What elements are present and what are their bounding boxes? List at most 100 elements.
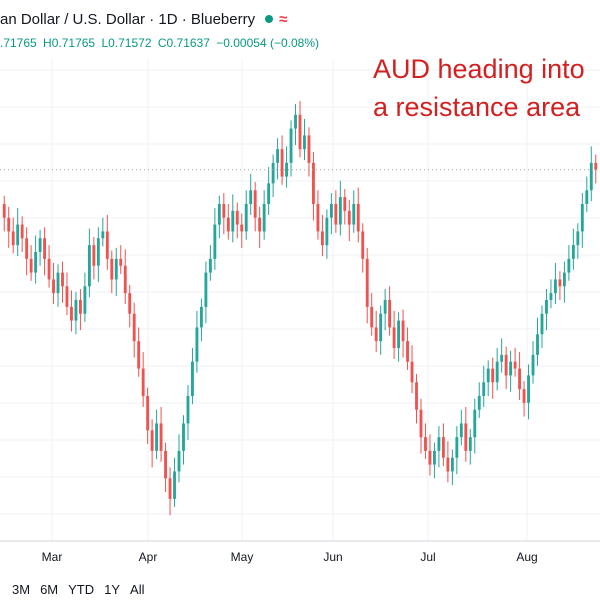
x-tick-label: Apr <box>139 550 158 564</box>
candle-body <box>567 258 571 273</box>
x-tick-label: Jul <box>420 550 435 564</box>
candle-body <box>213 224 217 259</box>
candle-body <box>231 210 235 232</box>
candle-body <box>585 190 589 204</box>
candle-body <box>101 231 105 239</box>
candle-body <box>522 389 526 403</box>
candle-body <box>307 135 311 163</box>
candle-body <box>285 162 288 177</box>
candle-body <box>477 396 481 410</box>
candle-body <box>329 204 333 218</box>
candle-body <box>70 306 73 321</box>
candle-body <box>356 204 360 232</box>
candle-body <box>325 217 329 246</box>
candle-body <box>509 361 513 376</box>
candle-body <box>141 368 145 396</box>
candle-body <box>123 265 127 294</box>
candle-body <box>536 334 539 355</box>
symbol-title[interactable]: an Dollar / U.S. Dollar · 1D · Blueberry <box>0 10 256 28</box>
candle-body <box>83 286 87 314</box>
candle-body <box>419 409 423 438</box>
candle-body <box>540 313 544 335</box>
candle-body <box>226 217 230 232</box>
candle-body <box>410 361 414 383</box>
candle-body <box>571 245 575 259</box>
high-value: H0.71765 <box>43 36 96 50</box>
candle-body <box>370 306 374 328</box>
candle-body <box>7 217 11 232</box>
range-all-button[interactable]: All <box>130 581 145 597</box>
candle-body <box>320 231 324 246</box>
candle-body <box>415 382 418 410</box>
range-3m-button[interactable]: 3M <box>12 581 31 597</box>
candle-body <box>312 162 315 204</box>
candle-body <box>424 437 427 451</box>
candle-body <box>316 204 320 232</box>
chart-header: an Dollar / U.S. Dollar · 1D · Blueberry… <box>0 0 600 56</box>
candle-body <box>114 258 118 280</box>
candle-body <box>276 149 280 163</box>
candle-body <box>518 368 522 390</box>
candle-body <box>199 306 203 328</box>
candle-body <box>258 217 262 232</box>
candle-body <box>379 313 383 342</box>
candle-body <box>401 320 405 342</box>
candle-body <box>473 409 477 438</box>
candle-body <box>119 258 123 266</box>
candle-body <box>482 382 486 396</box>
low-value: L0.71572 <box>101 36 152 50</box>
candle-body <box>267 183 271 204</box>
candle-body <box>105 231 109 259</box>
candle-body <box>343 197 347 211</box>
candle-body <box>271 162 275 184</box>
candle-body <box>464 423 468 451</box>
candle-body <box>208 258 212 273</box>
range-selector: 3M 6M YTD 1Y All <box>0 578 600 600</box>
candle-body <box>527 375 530 403</box>
candle-body <box>303 135 306 150</box>
candle-body <box>495 361 499 383</box>
candle-body <box>177 450 181 472</box>
range-1y-button[interactable]: 1Y <box>104 581 121 597</box>
candle-body <box>298 114 302 150</box>
candle-body <box>589 162 593 191</box>
candle-body <box>38 238 42 252</box>
candle-body <box>191 361 194 396</box>
candle-body <box>441 437 445 458</box>
candle-body <box>352 204 356 225</box>
candle-body <box>294 114 297 129</box>
range-6m-button[interactable]: 6M <box>40 581 59 597</box>
candle-body <box>459 423 463 438</box>
candle-body <box>92 245 96 266</box>
candle-body <box>262 204 266 232</box>
candle-body <box>155 423 159 451</box>
candle-body <box>244 204 248 232</box>
candle-body <box>96 238 100 266</box>
range-ytd-button[interactable]: YTD <box>68 581 95 597</box>
approx-icon[interactable]: ≈ <box>279 10 288 28</box>
candle-body <box>65 286 69 307</box>
candle-body <box>204 272 208 307</box>
candle-body <box>468 437 472 451</box>
candle-body <box>25 238 29 259</box>
candle-body <box>159 423 163 451</box>
candle-body <box>553 279 557 294</box>
candle-body <box>504 354 508 376</box>
candle-body <box>61 272 64 287</box>
candle-body <box>253 190 257 218</box>
candle-body <box>128 293 132 314</box>
candle-body <box>558 279 562 287</box>
candle-body <box>576 231 580 246</box>
candle-body <box>195 327 199 362</box>
candle-body <box>280 149 284 177</box>
x-tick-label: Jun <box>323 550 342 564</box>
x-tick-label: Aug <box>516 550 537 564</box>
candle-body <box>580 204 584 232</box>
candle-body <box>374 327 378 342</box>
candle-body <box>361 231 365 259</box>
candle-body <box>110 258 114 280</box>
candle-body <box>235 210 239 225</box>
candle-body <box>594 162 598 170</box>
candle-body <box>388 300 392 328</box>
